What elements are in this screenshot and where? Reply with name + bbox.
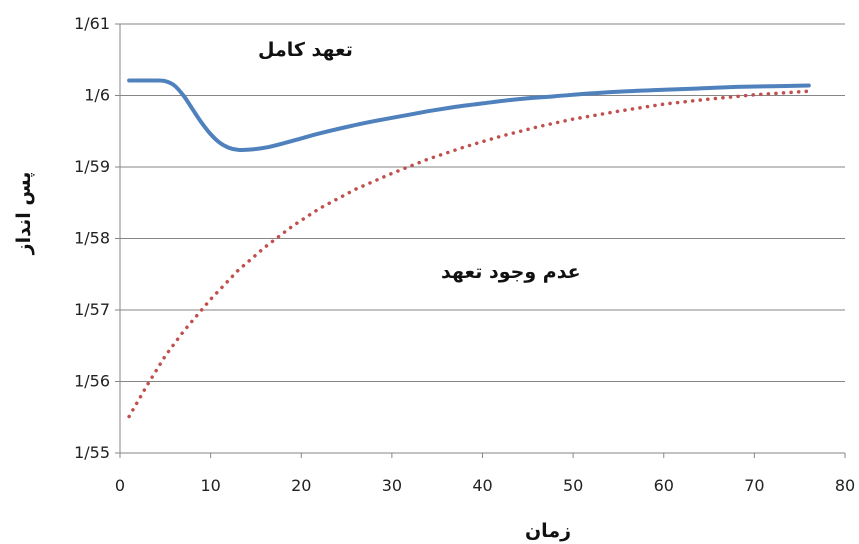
y-tick-label: 1/6 <box>84 86 110 105</box>
y-tick-label: 1/57 <box>74 300 110 319</box>
series-line-2 <box>127 89 811 419</box>
x-axis-title: زمان <box>525 520 571 542</box>
y-tick-label: 1/58 <box>74 229 110 248</box>
gridlines <box>120 23 845 382</box>
x-tick-label: 30 <box>382 476 402 495</box>
x-tick-label: 50 <box>563 476 583 495</box>
series-line-1 <box>127 78 811 153</box>
annotation-no-commitment: عدم وجود تعهد <box>441 261 581 283</box>
y-axis-title: پس انداز <box>13 172 35 256</box>
x-tick-label: 10 <box>200 476 220 495</box>
y-tick-labels: 1/55 1/56 1/57 1/58 1/59 1/6 1/61 <box>74 14 120 462</box>
y-tick-label: 1/55 <box>74 443 110 462</box>
x-tick-label: 40 <box>472 476 492 495</box>
y-tick-label: 1/56 <box>74 372 110 391</box>
x-tick-label: 60 <box>654 476 674 495</box>
x-tick-label: 80 <box>835 476 855 495</box>
x-tick-label: 70 <box>744 476 764 495</box>
annotation-full-commitment: تعهد کامل <box>258 39 353 61</box>
x-tick-label: 0 <box>115 476 125 495</box>
x-tick-labels: 0 10 20 30 40 50 60 70 80 <box>115 453 855 495</box>
y-tick-label: 1/59 <box>74 157 110 176</box>
x-tick-label: 20 <box>291 476 311 495</box>
y-tick-label: 1/61 <box>74 14 110 33</box>
series-layer <box>127 78 811 419</box>
